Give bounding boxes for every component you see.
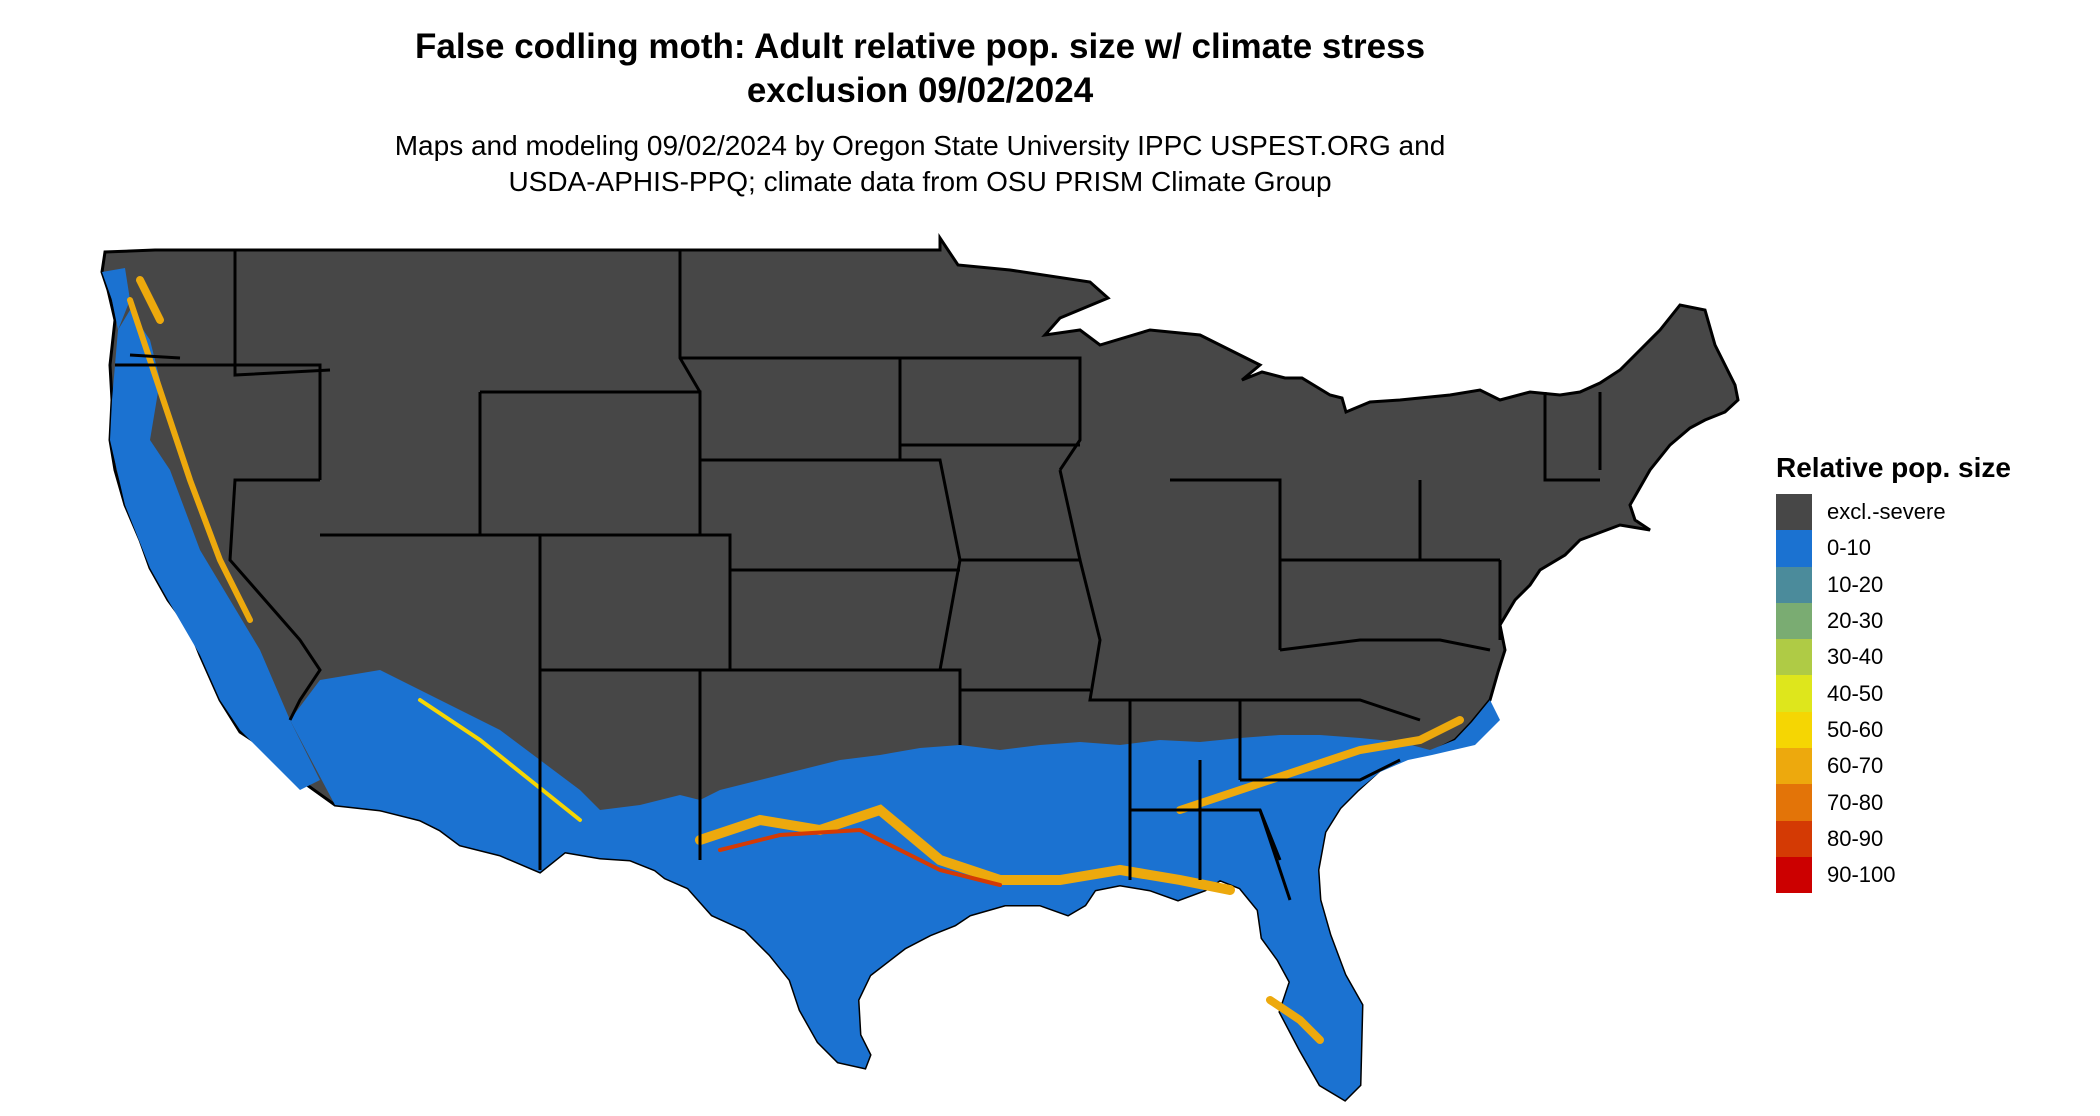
legend-item: 10-20 bbox=[1776, 566, 2011, 603]
legend: Relative pop. size excl.-severe 0-10 10-20… bbox=[1776, 450, 2011, 894]
legend-label: excl.-severe bbox=[1827, 499, 1946, 525]
map-title-line-2: exclusion 09/02/2024 bbox=[746, 71, 1094, 110]
legend-swatch bbox=[1776, 784, 1812, 821]
legend-item: 60-70 bbox=[1776, 748, 2011, 785]
legend-label: 10-20 bbox=[1827, 571, 1884, 597]
suitable-zone bbox=[102, 268, 1500, 1100]
legend-item: 70-80 bbox=[1776, 784, 2011, 821]
legend-swatch bbox=[1776, 602, 1812, 640]
legend-items: excl.-severe 0-10 10-20 20-30 30-40 40-50 50-6… bbox=[1776, 494, 2011, 894]
legend-item: 50-60 bbox=[1776, 711, 2011, 749]
hotspots bbox=[127, 276, 1464, 1044]
legend-swatch bbox=[1776, 639, 1812, 676]
map-title-line-1: False codling moth: Adult relative pop. … bbox=[414, 27, 1426, 66]
map-subtitle-line-1: Maps and modeling 09/02/2024 by Oregon S… bbox=[394, 130, 1446, 161]
legend-item: 40-50 bbox=[1776, 675, 2011, 712]
legend-title: Relative pop. size bbox=[1776, 452, 2011, 483]
legend-swatch bbox=[1776, 748, 1812, 785]
legend-swatch bbox=[1776, 711, 1812, 749]
legend-item: 0-10 bbox=[1776, 530, 2011, 567]
map-subtitle-line-2: USDA-APHIS-PPQ; climate data from OSU PR… bbox=[508, 166, 1332, 197]
legend-swatch bbox=[1776, 856, 1812, 894]
legend-swatch bbox=[1776, 566, 1812, 603]
legend-item: 90-100 bbox=[1776, 856, 2011, 894]
legend-label: 70-80 bbox=[1827, 789, 1884, 815]
state-borders bbox=[115, 250, 1602, 901]
legend-label: 0-10 bbox=[1827, 535, 1872, 561]
legend-label: 60-70 bbox=[1827, 753, 1884, 779]
legend-item: 80-90 bbox=[1776, 820, 2011, 857]
legend-label: 90-100 bbox=[1827, 862, 1896, 888]
legend-label: 50-60 bbox=[1827, 716, 1884, 742]
legend-item: excl.-severe bbox=[1776, 494, 2011, 531]
legend-swatch bbox=[1776, 820, 1812, 857]
legend-item: 30-40 bbox=[1776, 639, 2011, 676]
legend-label: 80-90 bbox=[1827, 825, 1884, 851]
legend-label: 20-30 bbox=[1827, 608, 1884, 634]
legend-item: 20-30 bbox=[1776, 602, 2011, 640]
legend-label: 30-40 bbox=[1827, 644, 1884, 670]
legend-swatch bbox=[1776, 494, 1812, 531]
legend-label: 40-50 bbox=[1827, 680, 1884, 706]
legend-swatch bbox=[1776, 675, 1812, 712]
legend-swatch bbox=[1776, 530, 1812, 567]
